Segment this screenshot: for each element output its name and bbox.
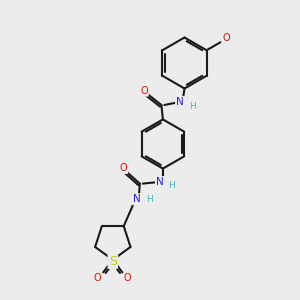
Text: S: S — [109, 255, 117, 268]
Text: O: O — [119, 163, 127, 173]
Text: H: H — [168, 181, 174, 190]
Text: O: O — [94, 273, 102, 284]
Text: O: O — [140, 85, 148, 96]
Text: N: N — [176, 97, 184, 107]
Text: N: N — [133, 194, 141, 204]
Text: H: H — [189, 102, 196, 111]
Text: O: O — [222, 33, 230, 43]
Text: H: H — [146, 195, 153, 204]
Text: N: N — [156, 177, 164, 187]
Text: O: O — [124, 273, 132, 284]
